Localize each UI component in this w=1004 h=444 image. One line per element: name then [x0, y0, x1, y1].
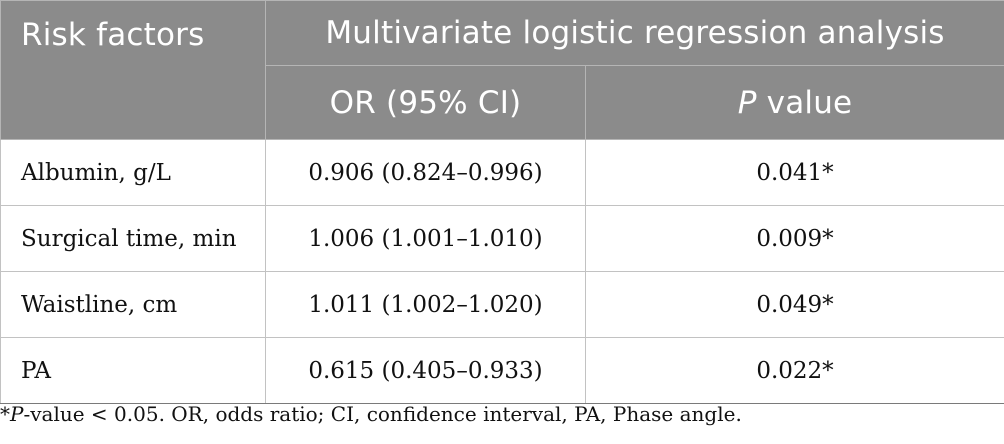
row-factor: Surgical time, min [0, 205, 266, 272]
row-factor: Albumin, g/L [0, 139, 266, 206]
header-p-value: P value [584, 65, 1004, 140]
row-or-ci: 0.615 (0.405–0.933) [265, 337, 586, 404]
header-risk-factors: Risk factors [0, 0, 266, 140]
row-factor: PA [0, 337, 266, 404]
header-row-1: Risk factors Multivariate logistic regre… [0, 0, 1004, 140]
row-or-ci: 0.906 (0.824–0.996) [265, 139, 586, 206]
row-p-value: 0.049* [584, 271, 1004, 338]
footnote-text: -value < 0.05. OR, odds ratio; CI, confi… [23, 402, 742, 426]
row-or-ci: 1.011 (1.002–1.020) [265, 271, 586, 338]
header-row-2: OR (95% CI) P value [1, 65, 1004, 140]
row-or-ci: 1.006 (1.001–1.010) [265, 205, 586, 272]
regression-table: Risk factors Multivariate logistic regre… [0, 0, 1004, 404]
table-footnote: *P-value < 0.05. OR, odds ratio; CI, con… [0, 402, 742, 426]
header-p-rest: value [756, 84, 853, 121]
row-p-value: 0.009* [584, 205, 1004, 272]
table-row: PA 0.615 (0.405–0.933) 0.022* [0, 337, 1004, 404]
table-row: Waistline, cm 1.011 (1.002–1.020) 0.049* [0, 271, 1004, 338]
row-factor: Waistline, cm [0, 271, 266, 338]
row-p-value: 0.041* [584, 139, 1004, 206]
regression-table-container: Risk factors Multivariate logistic regre… [0, 0, 1004, 404]
row-p-value: 0.022* [584, 337, 1004, 404]
footnote-p-italic: P [10, 402, 24, 426]
header-multivariate-analysis: Multivariate logistic regression analysi… [264, 0, 1004, 66]
table-row: Surgical time, min 1.006 (1.001–1.010) 0… [0, 205, 1004, 272]
footnote-star: * [0, 402, 10, 426]
header-or-ci: OR (95% CI) [265, 65, 586, 140]
header-p-italic: P [737, 84, 757, 121]
table-row: Albumin, g/L 0.906 (0.824–0.996) 0.041* [0, 139, 1004, 206]
